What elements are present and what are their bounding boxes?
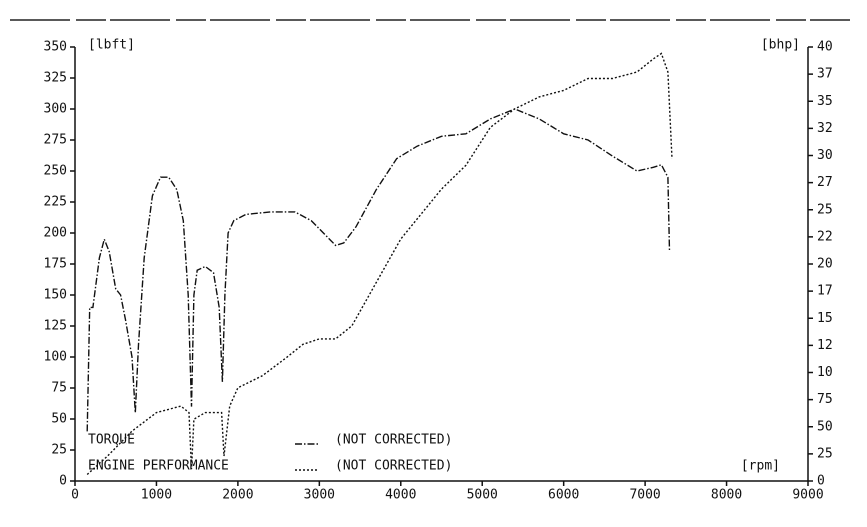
y2-tick-label: 30 [817, 148, 833, 163]
x-tick-label: 3000 [304, 488, 335, 503]
y2-tick-label: 17 [817, 284, 833, 299]
y-tick-label: 100 [44, 350, 67, 365]
y2-tick-label: 12 [817, 338, 833, 353]
y2-tick-label: 50 [817, 419, 833, 434]
y2-tick-label: 22 [817, 229, 833, 244]
y2-tick-label: 15 [817, 311, 833, 326]
y-tick-label: 25 [51, 443, 67, 458]
y2-tick-label: 20 [817, 257, 833, 272]
x-tick-label: 0 [71, 488, 79, 503]
y2-axis-label: [bhp] [761, 38, 800, 53]
y2-tick-label: 10 [817, 365, 833, 380]
x-tick-label: 5000 [467, 488, 498, 503]
y2-tick-label: 37 [817, 67, 833, 82]
y-tick-label: 75 [51, 381, 67, 396]
x-tick-label: 1000 [141, 488, 172, 503]
y2-tick-label: 32 [817, 121, 833, 136]
y-axis-label: [lbft] [88, 38, 135, 53]
x-tick-label: 9000 [792, 488, 823, 503]
y2-tick-label: 75 [817, 392, 833, 407]
axis-frame [74, 47, 809, 482]
y-tick-label: 0 [59, 474, 67, 489]
x-axis-label: [rpm] [741, 459, 780, 474]
series-line [86, 52, 673, 476]
y-tick-label: 350 [44, 40, 67, 55]
x-tick-label: 4000 [385, 488, 416, 503]
y-tick-label: 125 [44, 319, 67, 334]
x-tick-label: 2000 [222, 488, 253, 503]
x-tick-label: 8000 [711, 488, 742, 503]
legend-label: TORQUE [88, 433, 135, 448]
y-tick-label: 300 [44, 102, 67, 117]
legend-note: (NOT CORRECTED) [335, 433, 452, 448]
y-tick-label: 150 [44, 288, 67, 303]
y2-tick-label: 25 [817, 446, 833, 461]
y-tick-label: 225 [44, 195, 67, 210]
y2-tick-label: 25 [817, 202, 833, 217]
legend-note: (NOT CORRECTED) [335, 459, 452, 474]
series-line [86, 108, 671, 432]
y-tick-label: 200 [44, 226, 67, 241]
y-tick-label: 50 [51, 412, 67, 427]
y2-tick-label: 35 [817, 94, 833, 109]
y-tick-label: 250 [44, 164, 67, 179]
y-tick-label: 275 [44, 133, 67, 148]
y-tick-label: 325 [44, 71, 67, 86]
y2-tick-label: 40 [817, 40, 833, 55]
x-tick-label: 7000 [629, 488, 660, 503]
legend-label: ENGINE PERFORMANCE [88, 459, 229, 474]
y2-tick-label: 27 [817, 175, 833, 190]
x-tick-label: 6000 [548, 488, 579, 503]
y-tick-label: 175 [44, 257, 67, 272]
y2-tick-label: 0 [817, 474, 825, 489]
